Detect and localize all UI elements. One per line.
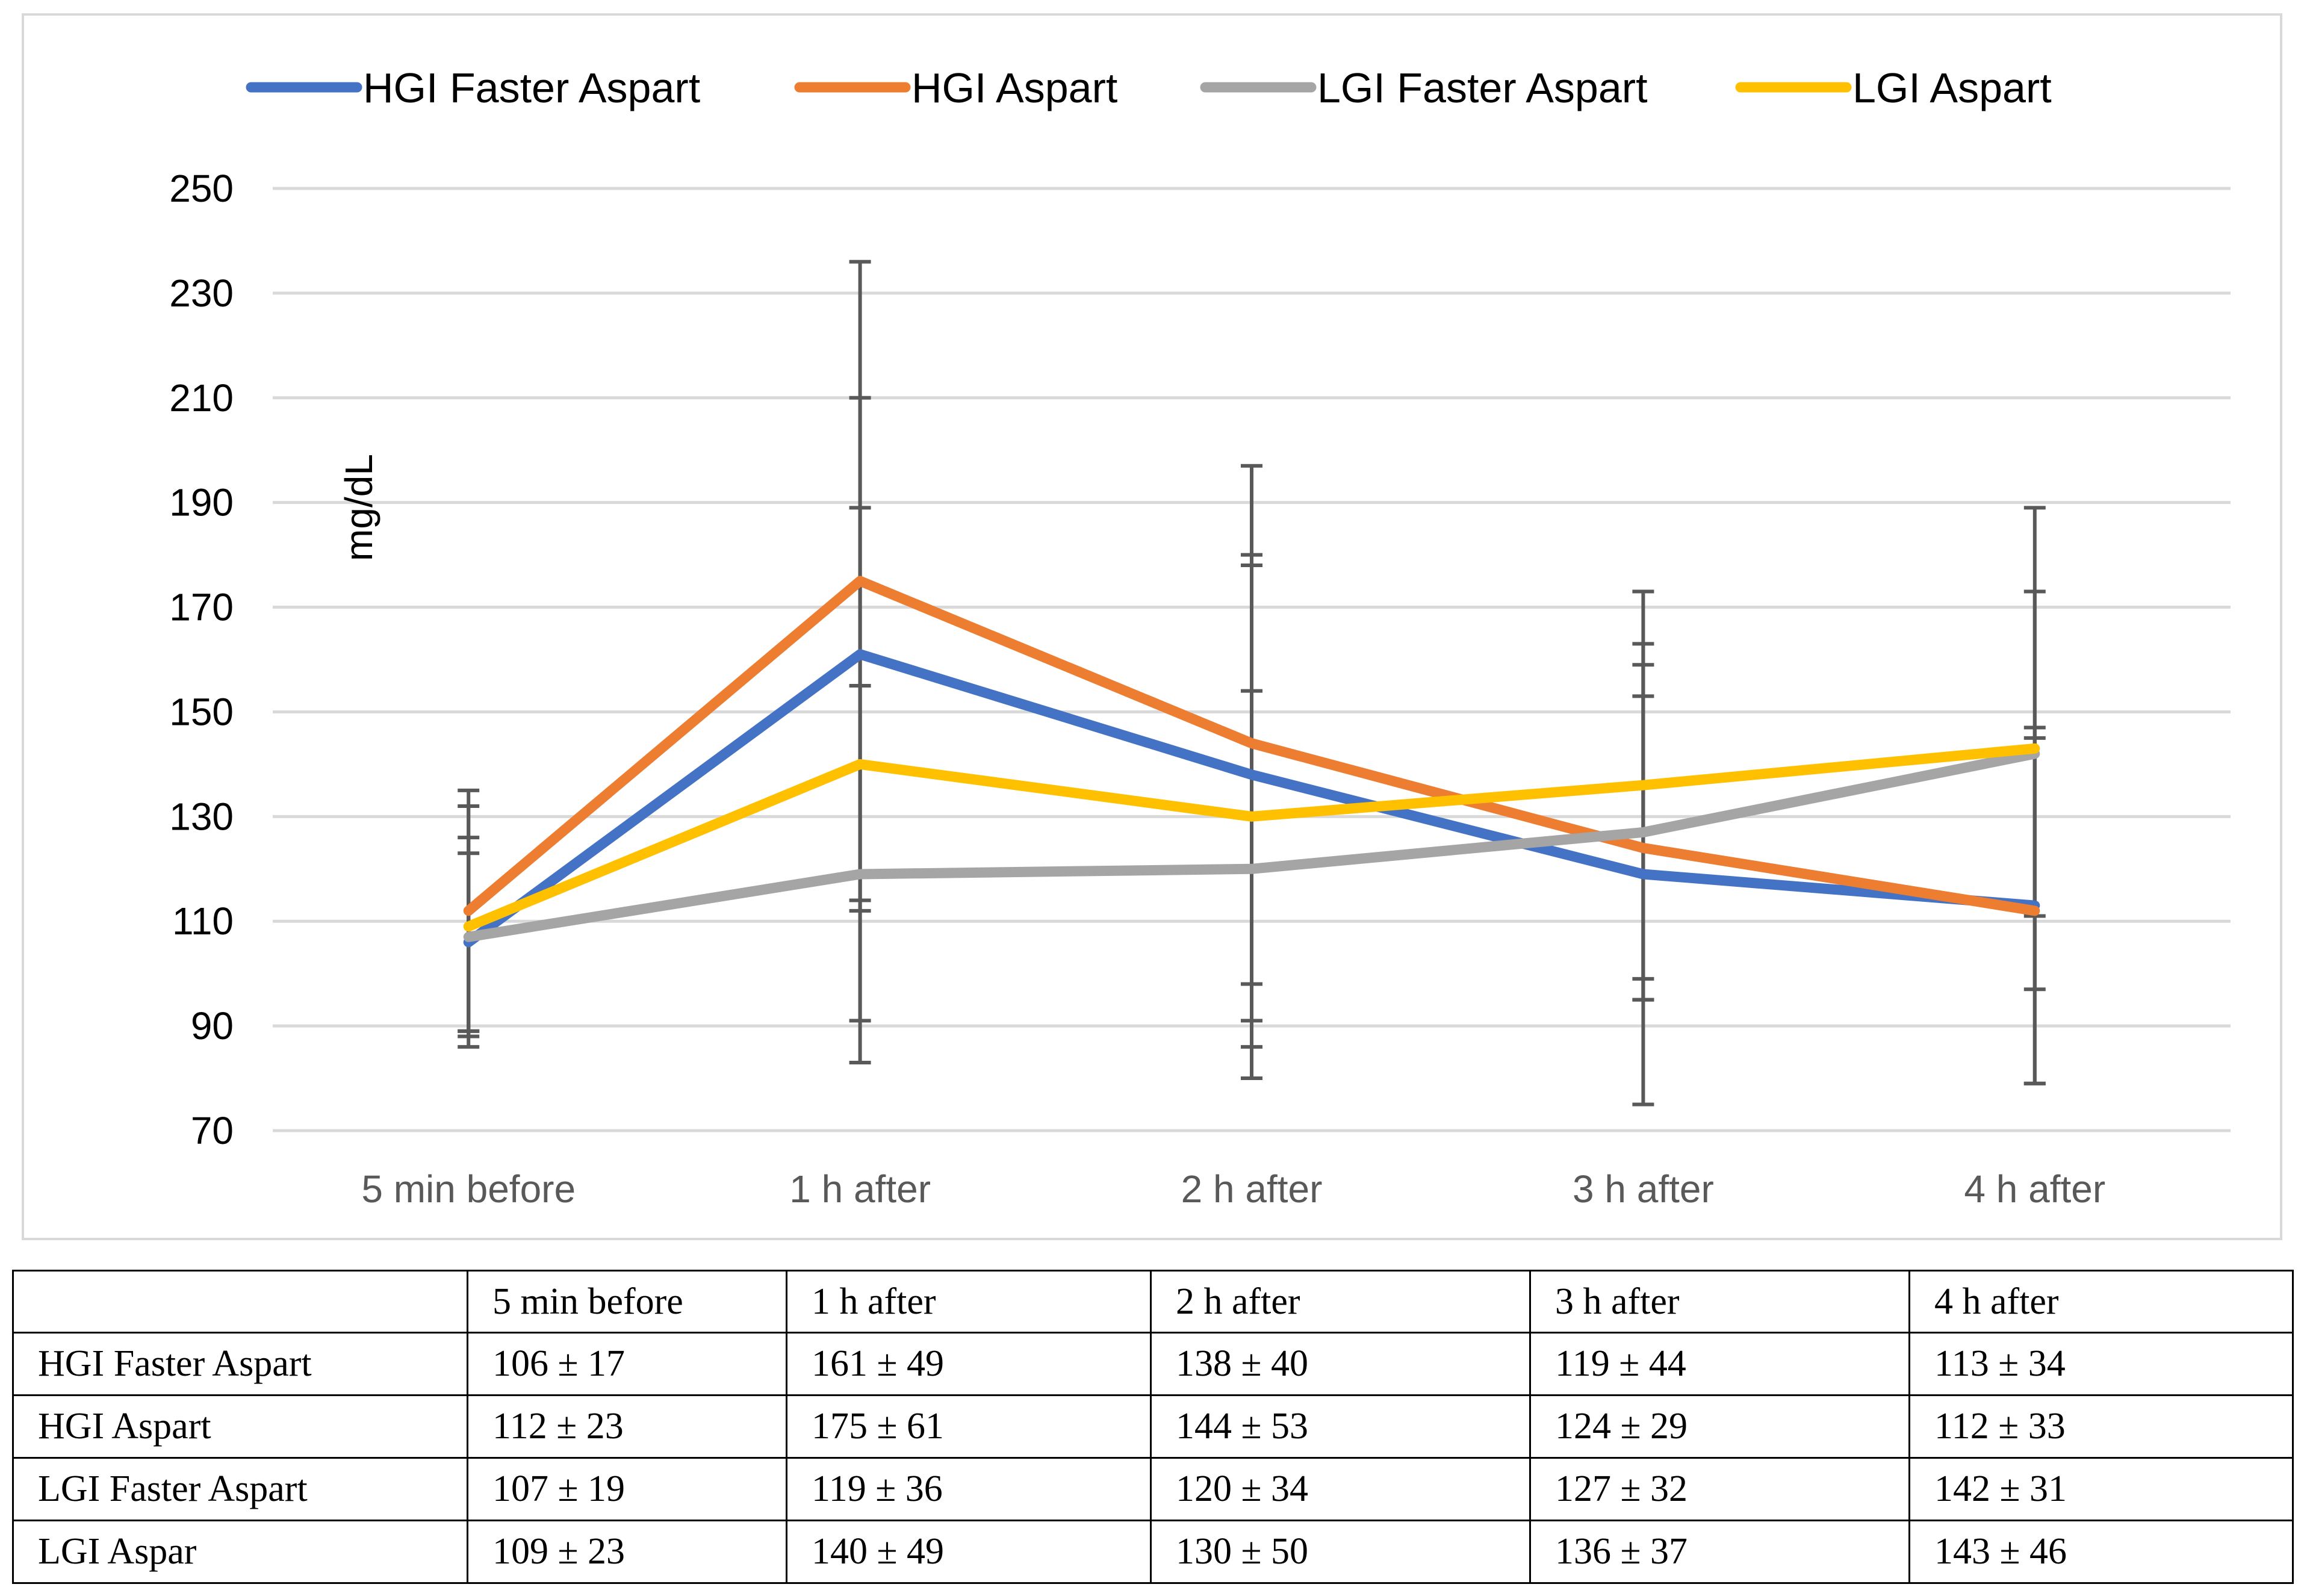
table-header-cell: 2 h after (1150, 1270, 1531, 1334)
y-tick-label: 250 (169, 167, 234, 210)
table-cell: 112 ± 23 (467, 1394, 787, 1459)
table-cell: 112 ± 33 (1908, 1394, 2294, 1459)
table-cell: HGI Faster Aspart (12, 1332, 468, 1396)
table-cell: 109 ± 23 (467, 1520, 787, 1584)
series-line (463, 748, 2040, 942)
table-cell: 143 ± 46 (1908, 1520, 2294, 1584)
x-tick-label: 5 min before (361, 1167, 576, 1211)
table-cell: 175 ± 61 (786, 1394, 1152, 1459)
table-header-cell: 1 h after (786, 1270, 1152, 1334)
chart-frame (22, 13, 2282, 1240)
table-row: LGI Faster Aspart 107 ± 19 119 ± 36 120 … (12, 1457, 2294, 1521)
table-cell: 161 ± 49 (786, 1332, 1152, 1396)
x-tick-label: 2 h after (1181, 1167, 1323, 1211)
legend-label: LGI Faster Aspart (1317, 64, 1648, 111)
legend-label: HGI Aspart (911, 64, 1117, 111)
y-tick-label: 190 (169, 481, 234, 524)
table-row: HGI Faster Aspart 106 ± 17 161 ± 49 138 … (12, 1332, 2294, 1396)
x-tick-label: 4 h after (1964, 1167, 2105, 1211)
x-tick-label: 3 h after (1573, 1167, 1714, 1211)
table-cell: 119 ± 44 (1529, 1332, 1910, 1396)
table-cell: 119 ± 36 (786, 1457, 1152, 1521)
table-cell: 138 ± 40 (1150, 1332, 1531, 1396)
table-cell: 142 ± 31 (1908, 1457, 2294, 1521)
table-header-cell: 3 h after (1529, 1270, 1910, 1334)
table-cell: 127 ± 32 (1529, 1457, 1910, 1521)
table-cell: 130 ± 50 (1150, 1520, 1531, 1584)
table-cell: LGI Aspar (12, 1520, 468, 1584)
y-tick-label: 150 (169, 690, 234, 733)
table-header-cell: 5 min before (467, 1270, 787, 1334)
table-cell: HGI Aspart (12, 1394, 468, 1459)
table-row: LGI Aspar 109 ± 23 140 ± 49 130 ± 50 136… (12, 1520, 2294, 1584)
table-cell: 113 ± 34 (1908, 1332, 2294, 1396)
table-cell: 140 ± 49 (786, 1520, 1152, 1584)
y-axis-title: mg/dL (337, 454, 380, 561)
data-table: 5 min before 1 h after 2 h after 3 h aft… (12, 1270, 2294, 1584)
y-tick-label: 90 (191, 1004, 234, 1048)
y-tick-label: 170 (169, 586, 234, 629)
y-tick-label: 230 (169, 272, 234, 315)
y-tick-label: 110 (172, 899, 234, 943)
table-cell: 144 ± 53 (1150, 1394, 1531, 1459)
table-cell: 124 ± 29 (1529, 1394, 1910, 1459)
table-header-cell: 4 h after (1908, 1270, 2294, 1334)
table-header-row: 5 min before 1 h after 2 h after 3 h aft… (12, 1270, 2294, 1334)
x-tick-label: 1 h after (789, 1167, 931, 1211)
table-cell: 120 ± 34 (1150, 1457, 1531, 1521)
table-cell: 136 ± 37 (1529, 1520, 1910, 1584)
series-line (463, 576, 2040, 916)
legend-label: HGI Faster Aspart (363, 64, 700, 111)
series-line (463, 649, 2040, 948)
table-cell: 106 ± 17 (467, 1332, 787, 1396)
y-tick-label: 70 (191, 1109, 234, 1152)
table-cell: LGI Faster Aspart (12, 1457, 468, 1521)
y-tick-label: 210 (169, 376, 234, 420)
series-line (463, 743, 2040, 932)
legend-label: LGI Aspart (1852, 64, 2052, 111)
table-row: HGI Aspart 112 ± 23 175 ± 61 144 ± 53 12… (12, 1394, 2294, 1459)
table-header-cell (12, 1270, 468, 1334)
line-chart: 70 90 110 130 150 170 190 210 230 250 5 min before… (169, 64, 2231, 1211)
table-cell: 107 ± 19 (467, 1457, 787, 1521)
y-tick-label: 130 (169, 795, 234, 838)
